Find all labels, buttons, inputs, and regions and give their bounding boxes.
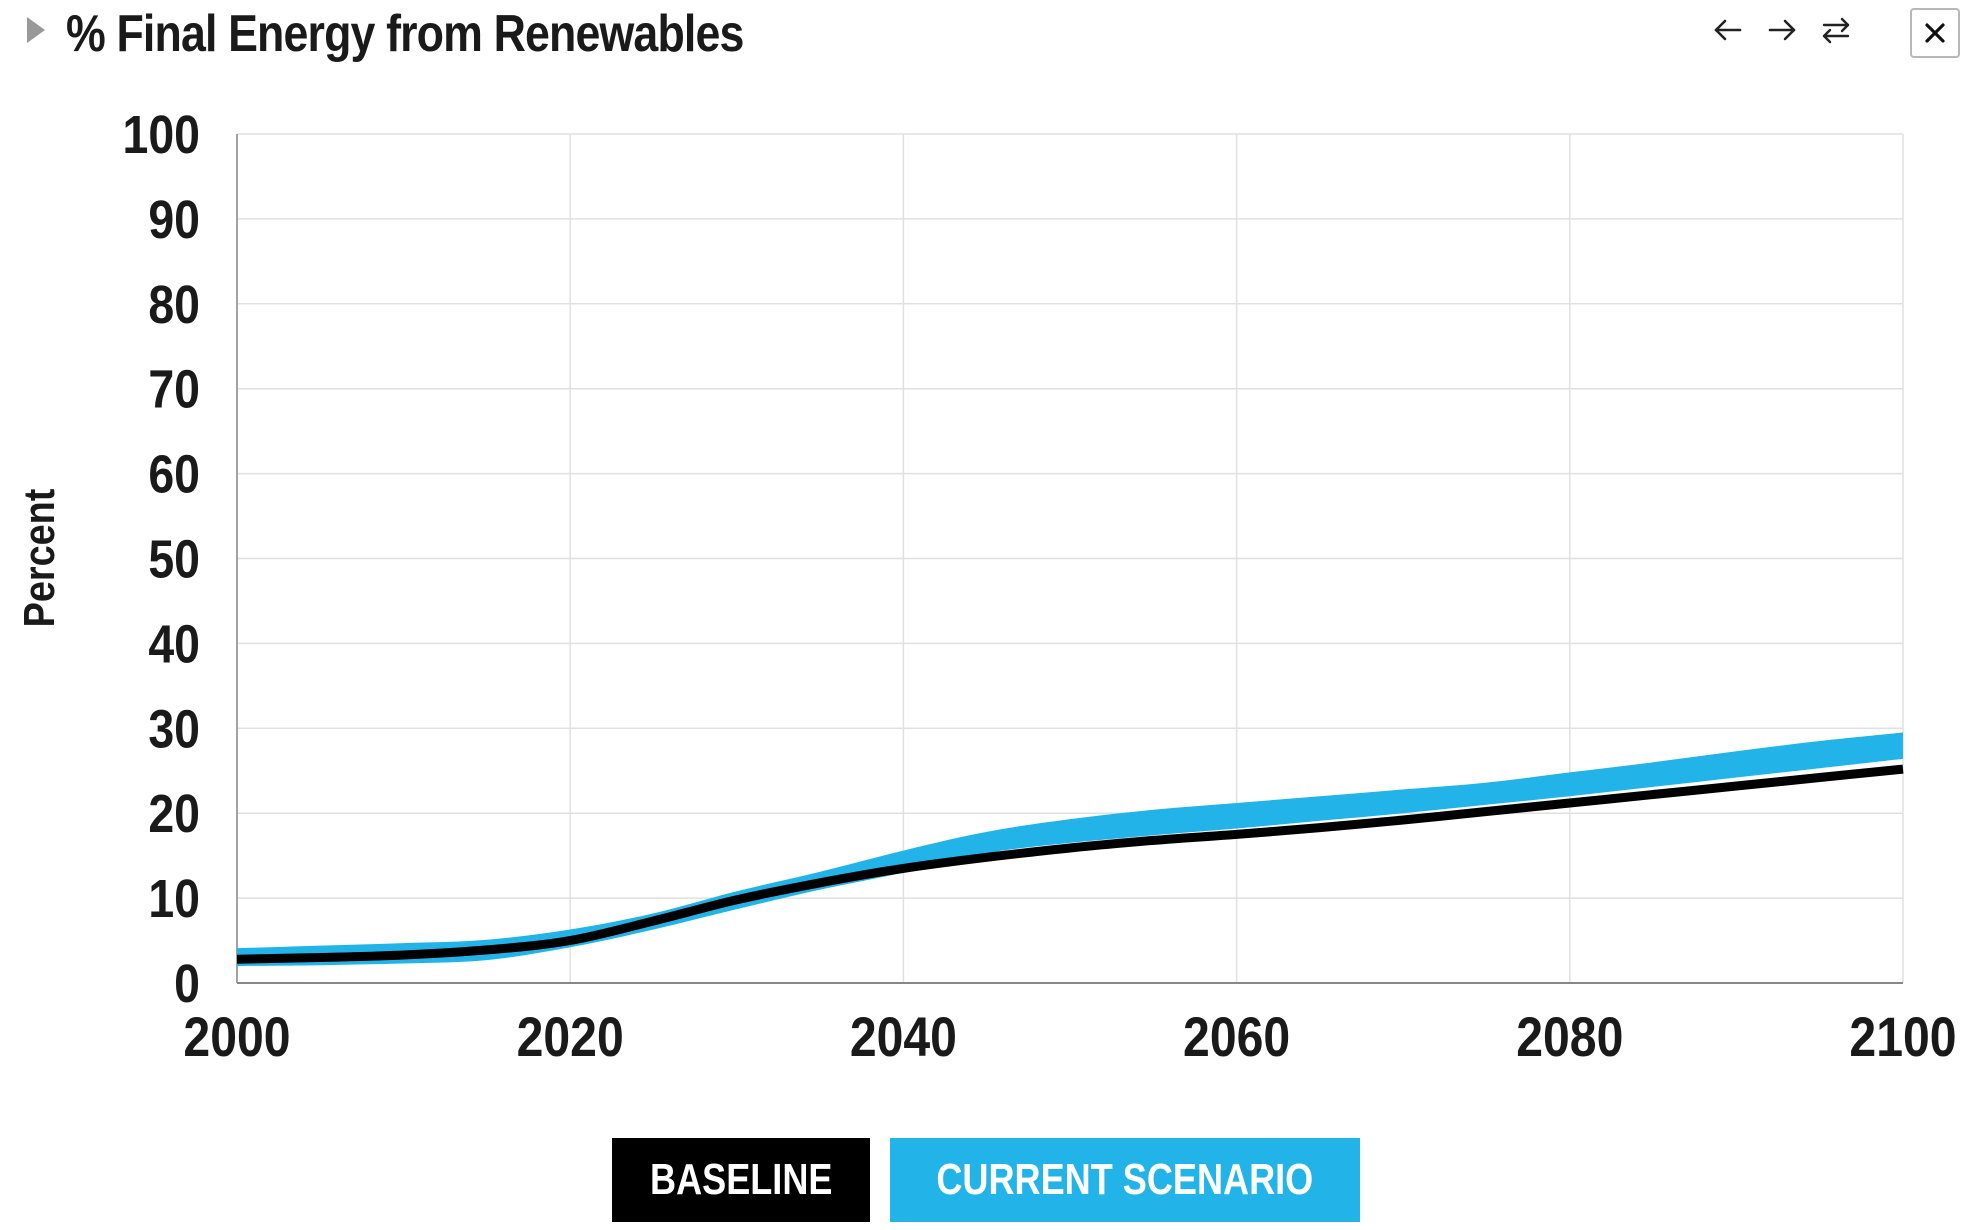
x-tick-label: 2040 [850,1007,957,1069]
y-tick-label: 90 [148,189,200,250]
y-tick-label: 20 [148,783,200,844]
page-title: % Final Energy from Renewables [66,5,744,63]
arrow-right-icon[interactable] [1762,10,1802,50]
chart-header: % Final Energy from Renewables [0,0,1974,70]
x-tick-label: 2020 [517,1007,624,1069]
y-tick-label: 50 [148,528,200,589]
series-current-scenario-band [237,732,1903,966]
swap-arrows-icon[interactable] [1816,10,1856,50]
x-tick-label: 2080 [1516,1007,1623,1069]
y-tick-label: 10 [148,868,200,929]
y-tick-label: 100 [123,104,200,165]
close-button[interactable] [1910,8,1960,58]
close-icon [1925,23,1945,43]
triangle-right-icon[interactable] [24,14,48,46]
y-tick-label: 0 [174,953,200,1014]
arrow-left-icon[interactable] [1708,10,1748,50]
y-axis-title: Percent [14,488,63,627]
y-tick-label: 60 [148,443,200,504]
legend-current-scenario-label: CURRENT SCENARIO [936,1155,1314,1204]
x-tick-label: 2060 [1183,1007,1290,1069]
y-tick-label: 70 [148,358,200,419]
legend-baseline-button[interactable]: BASELINE [612,1138,870,1222]
x-tick-label: 2100 [1849,1007,1956,1069]
legend-current-scenario-button[interactable]: CURRENT SCENARIO [890,1138,1360,1222]
y-tick-label: 80 [148,273,200,334]
line-chart: 0 10 20 30 40 50 60 70 80 90 100 2000 2020 2040 2060 20… [14,104,1956,1069]
y-tick-label: 40 [148,613,200,674]
series-baseline-line [236,764,1904,964]
legend-baseline-label: BASELINE [649,1155,833,1204]
x-tick-label: 2000 [183,1007,290,1069]
y-tick-label: 30 [148,698,200,759]
